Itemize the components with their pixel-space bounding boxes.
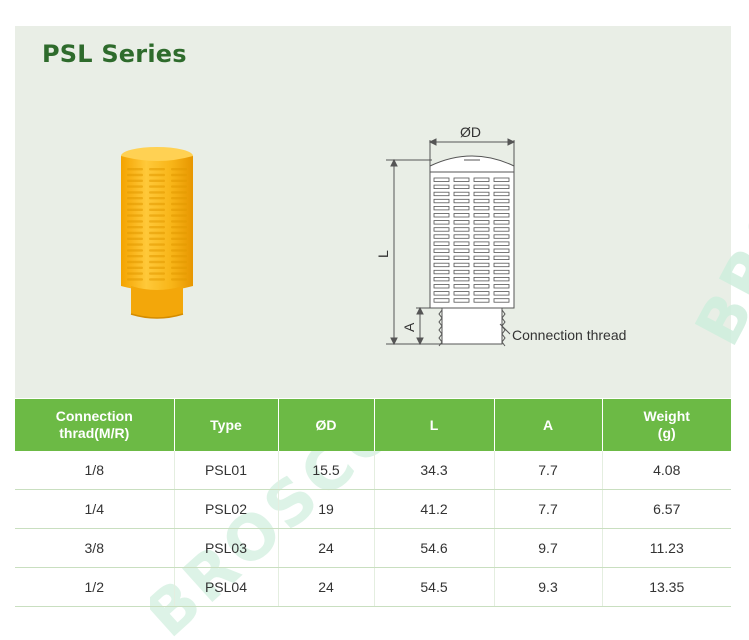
dimension-diagram: ØD L A Connection thread: [375, 124, 626, 347]
header-length: L: [374, 399, 495, 451]
cell-weight: 4.08: [602, 451, 731, 490]
dimension-d-label: ØD: [460, 124, 481, 140]
table-row: 1/8 PSL01 15.5 34.3 7.7 4.08: [15, 451, 731, 490]
cell-a: 7.7: [494, 489, 603, 529]
spec-table: Connection thrad(M/R) Type ØD L A Weight…: [15, 399, 731, 607]
table-row: 3/8 PSL03 24 54.6 9.7 11.23: [15, 528, 731, 568]
cell-diameter: 24: [278, 528, 375, 568]
cell-length: 34.3: [374, 451, 495, 490]
connection-thread-label: Connection thread: [512, 327, 626, 343]
cell-length: 54.5: [374, 567, 495, 607]
page-title: PSL Series: [42, 40, 187, 68]
watermark-text: BROSCOO: [681, 0, 749, 357]
cell-diameter: 24: [278, 567, 375, 607]
table-row: 1/4 PSL02 19 41.2 7.7 6.57: [15, 489, 731, 529]
table-row: 1/2 PSL04 24 54.5 9.3 13.35: [15, 567, 731, 607]
cell-weight: 11.23: [602, 528, 731, 568]
header-connection-thread: Connection thrad(M/R): [15, 399, 175, 451]
header-type: Type: [174, 399, 279, 451]
cell-weight: 13.35: [602, 567, 731, 607]
cell-weight: 6.57: [602, 489, 731, 529]
cell-a: 9.7: [494, 528, 603, 568]
cell-length: 54.6: [374, 528, 495, 568]
cell-diameter: 15.5: [278, 451, 375, 490]
cell-a: 7.7: [494, 451, 603, 490]
cell-type: PSL02: [174, 489, 279, 529]
cell-thread: 1/4: [15, 489, 175, 529]
table-header-row: Connection thrad(M/R) Type ØD L A Weight…: [15, 399, 731, 451]
dimension-a-label: A: [401, 322, 417, 332]
cell-type: PSL04: [174, 567, 279, 607]
cell-thread: 1/8: [15, 451, 175, 490]
cell-thread: 1/2: [15, 567, 175, 607]
cell-type: PSL01: [174, 451, 279, 490]
header-diameter: ØD: [278, 399, 375, 451]
cell-thread: 3/8: [15, 528, 175, 568]
dimension-l-label: L: [375, 250, 391, 258]
cell-diameter: 19: [278, 489, 375, 529]
cell-length: 41.2: [374, 489, 495, 529]
cell-type: PSL03: [174, 528, 279, 568]
cell-a: 9.3: [494, 567, 603, 607]
watermark-right: BROSCOO: [681, 0, 749, 357]
product-image: [121, 147, 193, 319]
header-a: A: [494, 399, 603, 451]
header-weight: Weight (g): [602, 399, 731, 451]
